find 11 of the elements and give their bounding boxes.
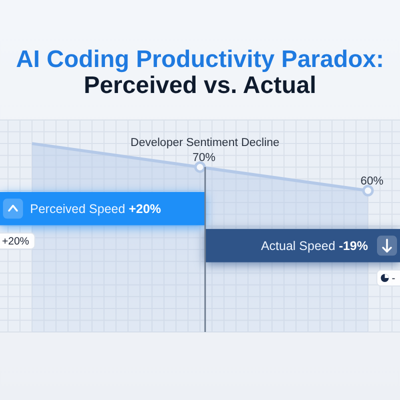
data-label: +20% — [128, 202, 162, 216]
annotation: +20% — [2, 236, 30, 248]
chart-subtitle: Perceived vs. Actual — [84, 72, 318, 99]
chart-title: AI Coding Productivity Paradox: — [14, 46, 386, 73]
data-label: -19% — [338, 239, 368, 254]
series-label: Developer Sentiment Decline — [130, 137, 280, 150]
data-label: 60% — [360, 176, 384, 188]
category-label: Actual Speed — [260, 239, 336, 254]
data-label: 70% — [192, 152, 216, 164]
category-label: Perceived Speed — [30, 202, 126, 216]
annotation: - — [392, 272, 396, 285]
